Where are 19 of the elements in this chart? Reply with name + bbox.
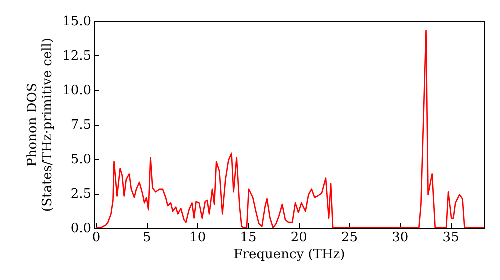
text: Phonon DOS: [26, 83, 41, 167]
y-tick-label: 0.0: [70, 222, 92, 236]
x-tick-label: 35: [442, 230, 460, 246]
x-tick-label: 20: [290, 230, 308, 246]
x-tick-label: 30: [392, 230, 409, 246]
x-tick-label: 10: [190, 230, 206, 246]
x-tick-label: 0: [92, 230, 101, 246]
y-tick-label: 5.0: [70, 152, 92, 168]
x-tick-label: 5: [143, 230, 152, 246]
x-tick-label: 15: [240, 230, 257, 246]
y-tick-label: 10.0: [62, 84, 92, 98]
x-tick-label: 25: [342, 230, 358, 246]
y-tick-label: 12.5: [62, 49, 92, 64]
y-tick-label: 15.0: [62, 14, 92, 30]
y-tick-label: 7.5: [70, 118, 92, 133]
y-tick-label: 2.5: [70, 187, 92, 202]
text: (States/THz·primitive cell): [40, 38, 56, 212]
x-axis-title: Frequency (THz): [234, 248, 346, 262]
line-series: [95, 30, 484, 228]
